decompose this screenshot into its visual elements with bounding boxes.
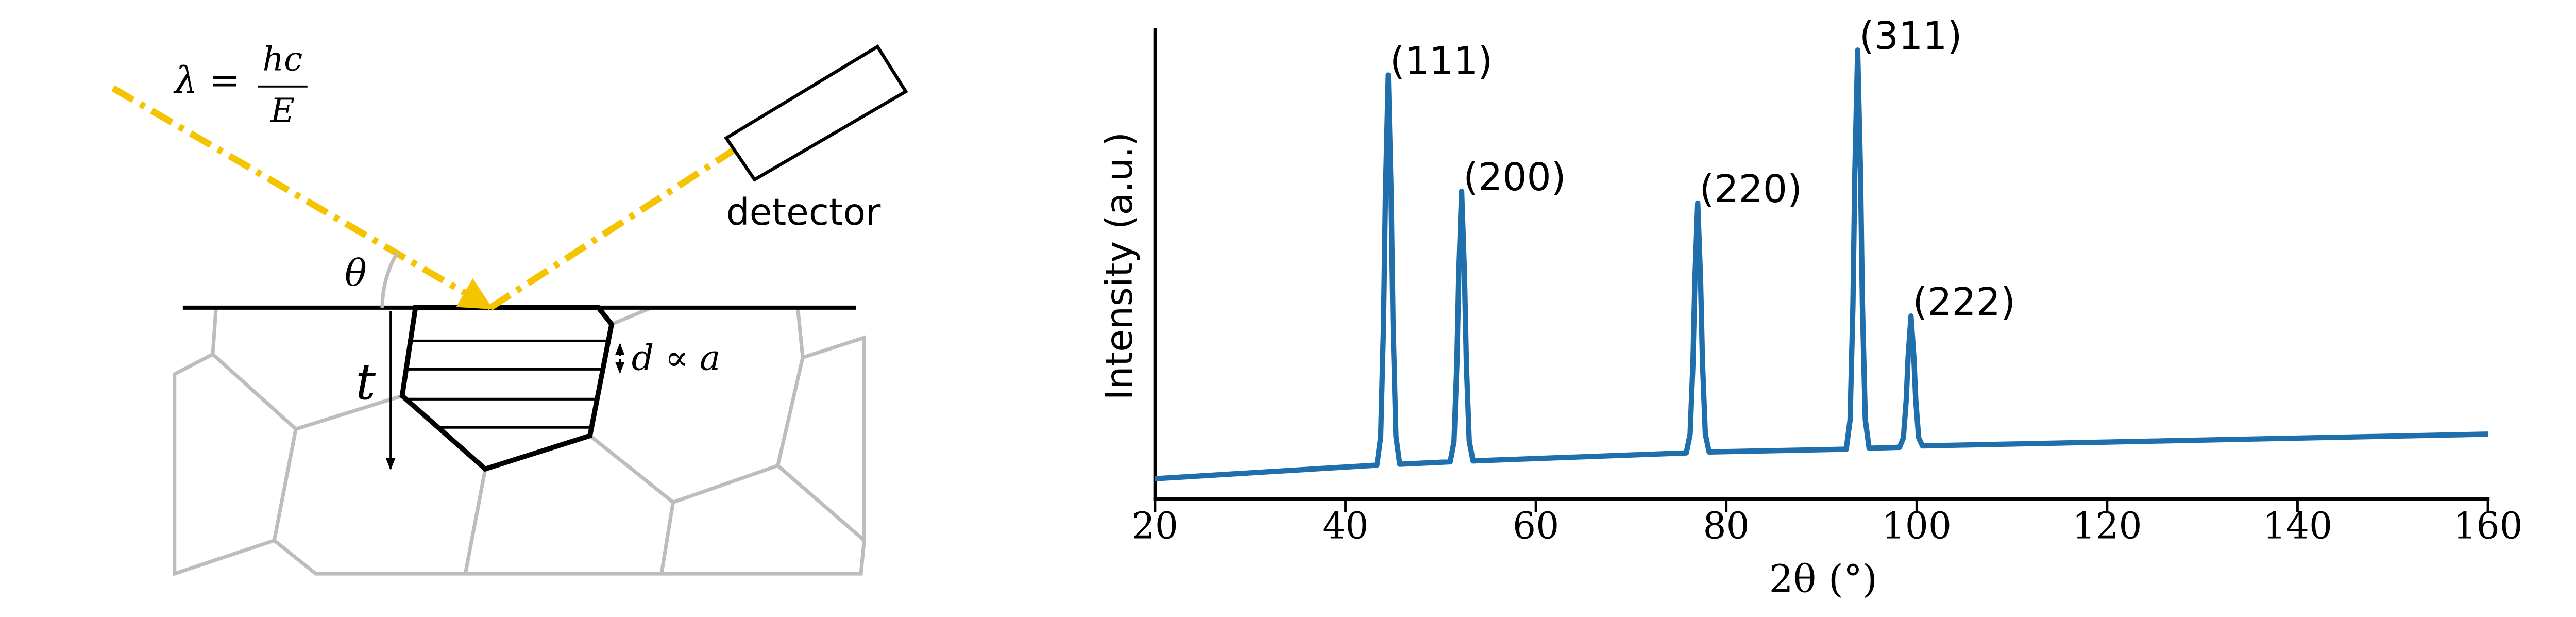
- x-tick-label: 120: [2072, 504, 2142, 547]
- peak-label: (200): [1463, 155, 1566, 199]
- x-axis-label: 2θ (°): [1769, 557, 1877, 602]
- x-tick-label: 40: [1322, 504, 1368, 547]
- x-tick-label: 60: [1513, 504, 1559, 547]
- thickness-label: t: [355, 353, 376, 411]
- formula-numerator: hc: [263, 40, 303, 78]
- diffracted-beam: [488, 143, 741, 311]
- grain: [399, 305, 615, 472]
- peak-label: (222): [1912, 280, 2015, 324]
- detector: [724, 44, 908, 182]
- y-axis-label: Intensity (a.u.): [1098, 132, 1141, 400]
- spacing-label: d ∝ a: [632, 338, 721, 378]
- schematic: λ = hc E θ t d ∝ a detector: [111, 40, 908, 576]
- detector-label: detector: [726, 191, 881, 234]
- angle-arc: [380, 252, 399, 308]
- peak-label: (111): [1390, 39, 1493, 83]
- x-tick-label: 20: [1132, 504, 1178, 547]
- grain-boundaries: [173, 306, 866, 576]
- formula-lhs: λ =: [173, 59, 240, 102]
- incident-beam: [111, 85, 494, 311]
- angle-label: θ: [345, 252, 367, 294]
- x-tick-label: 80: [1703, 504, 1750, 547]
- formula-denominator: E: [270, 91, 295, 130]
- xrd-chart: 2θ (°) Intensity (a.u.) 20 40 60 80 100 120 14…: [1098, 14, 2523, 601]
- peak-label: (220): [1699, 167, 1802, 211]
- x-tick-label: 100: [1882, 504, 1952, 547]
- peak-label: (311): [1859, 14, 1962, 58]
- x-tick-label: 140: [2263, 504, 2332, 547]
- intensity-line: [1155, 47, 2488, 481]
- x-tick-label: 160: [2453, 504, 2522, 547]
